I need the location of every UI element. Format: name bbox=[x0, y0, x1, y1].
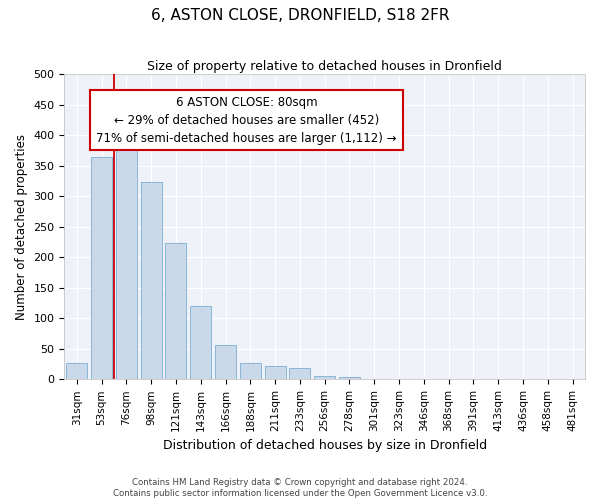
Bar bbox=[140, 182, 162, 380]
Text: 6 ASTON CLOSE: 80sqm
← 29% of detached houses are smaller (452)
71% of semi-deta: 6 ASTON CLOSE: 80sqm ← 29% of detached h… bbox=[97, 96, 397, 144]
Bar bbox=[389, 378, 410, 380]
X-axis label: Distribution of detached houses by size in Dronfield: Distribution of detached houses by size … bbox=[163, 440, 487, 452]
Y-axis label: Number of detached properties: Number of detached properties bbox=[15, 134, 28, 320]
Bar bbox=[116, 146, 137, 380]
Text: Contains HM Land Registry data © Crown copyright and database right 2024.
Contai: Contains HM Land Registry data © Crown c… bbox=[113, 478, 487, 498]
Bar bbox=[364, 378, 385, 380]
Bar bbox=[289, 368, 310, 380]
Bar bbox=[91, 156, 112, 380]
Bar bbox=[190, 306, 211, 380]
Bar bbox=[314, 376, 335, 380]
Bar bbox=[215, 344, 236, 380]
Bar bbox=[166, 242, 187, 380]
Bar bbox=[339, 377, 360, 380]
Bar bbox=[240, 363, 261, 380]
Bar bbox=[66, 363, 88, 380]
Text: 6, ASTON CLOSE, DRONFIELD, S18 2FR: 6, ASTON CLOSE, DRONFIELD, S18 2FR bbox=[151, 8, 449, 22]
Bar bbox=[265, 366, 286, 380]
Bar bbox=[562, 378, 583, 380]
Title: Size of property relative to detached houses in Dronfield: Size of property relative to detached ho… bbox=[147, 60, 502, 73]
